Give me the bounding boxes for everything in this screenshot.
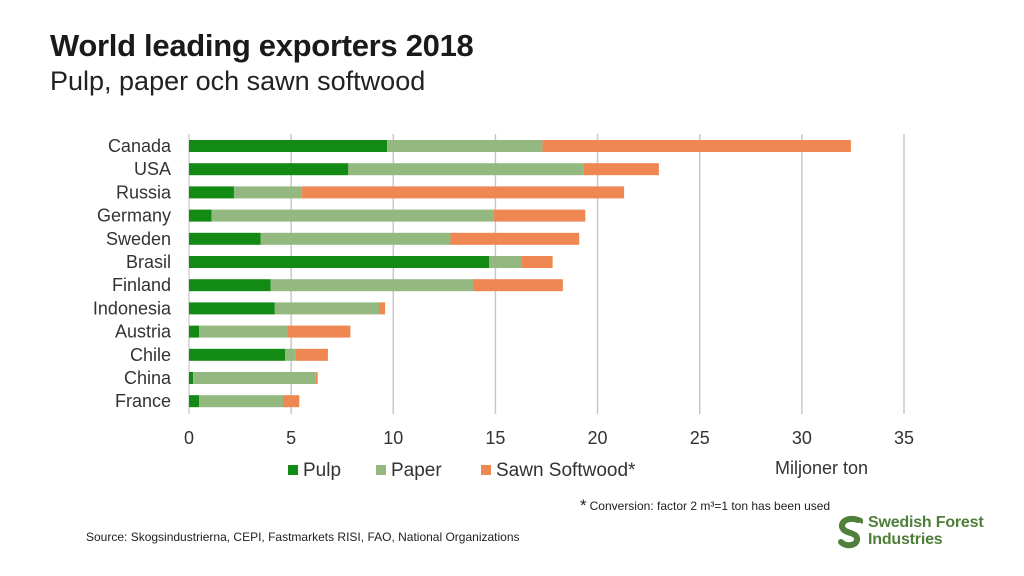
bar-segment bbox=[348, 163, 584, 176]
category-label: Brasil bbox=[126, 252, 171, 272]
bar-segment bbox=[489, 256, 522, 268]
bar-segment bbox=[189, 256, 490, 268]
bar-segment bbox=[378, 302, 386, 315]
bar-segment bbox=[450, 232, 580, 245]
category-label: Canada bbox=[108, 136, 172, 156]
grid-lines bbox=[188, 134, 905, 414]
bar-segment bbox=[189, 232, 261, 245]
bar-segment bbox=[521, 256, 553, 268]
chart-subtitle: Pulp, paper och sawn softwood bbox=[50, 66, 426, 96]
bar-segment bbox=[285, 348, 296, 361]
category-label: Russia bbox=[116, 182, 172, 202]
logo-line-2: Industries bbox=[868, 531, 943, 548]
footnote: * Conversion: factor 2 m³=1 ton has been … bbox=[580, 496, 830, 516]
category-labels: Canada USA Russia Germany Sweden Brasil Finlan… bbox=[93, 136, 172, 411]
footnote-star: * bbox=[580, 496, 587, 515]
category-label: France bbox=[115, 391, 171, 411]
legend-label: Paper bbox=[391, 460, 442, 481]
bar-segment bbox=[189, 209, 212, 222]
bar-segment bbox=[211, 209, 494, 222]
bar-segment bbox=[233, 186, 302, 199]
bar-segment bbox=[189, 186, 234, 199]
x-tick-labels: 0 5 10 15 20 25 30 35 bbox=[184, 428, 914, 448]
bar-segment bbox=[542, 140, 851, 152]
bar-segment bbox=[287, 325, 351, 338]
bar-segment bbox=[189, 279, 271, 292]
logo-wordmark: Swedish Forest Industries bbox=[868, 514, 984, 548]
legend-label: Pulp bbox=[303, 460, 341, 481]
category-label: Chile bbox=[130, 345, 171, 365]
bar-segment bbox=[189, 395, 200, 408]
category-label: China bbox=[124, 368, 172, 388]
bar-segment bbox=[282, 395, 300, 408]
x-tick-label: 20 bbox=[588, 428, 608, 448]
bar-segment bbox=[387, 140, 543, 152]
logo-line-1: Swedish Forest bbox=[868, 514, 984, 531]
category-label: Austria bbox=[115, 322, 172, 342]
source-note: Source: Skogsindustrierna, CEPI, Fastmar… bbox=[86, 530, 520, 544]
x-axis-unit-label: Miljoner ton bbox=[775, 458, 868, 478]
chart-title: World leading exporters 2018 bbox=[50, 28, 474, 63]
legend-swatch bbox=[288, 465, 298, 475]
stacked-bar-chart: Canada USA Russia Germany Sweden Brasil Finlan… bbox=[93, 134, 914, 481]
category-label: Finland bbox=[112, 275, 171, 295]
legend-swatch bbox=[376, 465, 386, 475]
bar-segment bbox=[493, 209, 586, 222]
bar-segment bbox=[189, 140, 388, 152]
legend-label: Sawn Softwood* bbox=[496, 460, 636, 481]
x-tick-label: 25 bbox=[690, 428, 710, 448]
bar-segment bbox=[260, 232, 451, 245]
x-tick-label: 30 bbox=[792, 428, 812, 448]
x-tick-label: 0 bbox=[184, 428, 194, 448]
category-label: Germany bbox=[97, 206, 171, 226]
swedish-forest-industries-logo: Swedish Forest Industries bbox=[836, 514, 1006, 550]
footnote-text: Conversion: factor 2 m³=1 ton has been u… bbox=[589, 499, 831, 513]
bar-segment bbox=[274, 302, 379, 315]
bar-segment bbox=[301, 186, 625, 199]
bar-segment bbox=[189, 163, 349, 176]
x-tick-label: 5 bbox=[286, 428, 296, 448]
category-label: Sweden bbox=[106, 229, 171, 249]
bar-segment bbox=[295, 348, 328, 361]
bar-segment bbox=[189, 302, 275, 315]
bar-segment bbox=[270, 279, 473, 292]
legend: Pulp Paper Sawn Softwood* bbox=[288, 460, 636, 481]
bar-segment bbox=[189, 372, 194, 384]
category-label: USA bbox=[134, 159, 171, 179]
x-tick-label: 15 bbox=[485, 428, 505, 448]
bar-segment bbox=[199, 325, 288, 338]
leaf-s-logo-icon bbox=[838, 516, 864, 549]
bar-segment bbox=[189, 348, 286, 361]
bar-segment bbox=[189, 325, 200, 338]
x-tick-label: 35 bbox=[894, 428, 914, 448]
bar-segment bbox=[472, 279, 563, 292]
category-label: Indonesia bbox=[93, 298, 172, 318]
bar-segment bbox=[315, 372, 318, 384]
bar-segment bbox=[583, 163, 659, 176]
legend-swatch bbox=[481, 465, 491, 475]
x-tick-label: 10 bbox=[383, 428, 403, 448]
bar-segment bbox=[199, 395, 283, 408]
bar-group bbox=[189, 140, 851, 408]
bar-segment bbox=[193, 372, 316, 384]
